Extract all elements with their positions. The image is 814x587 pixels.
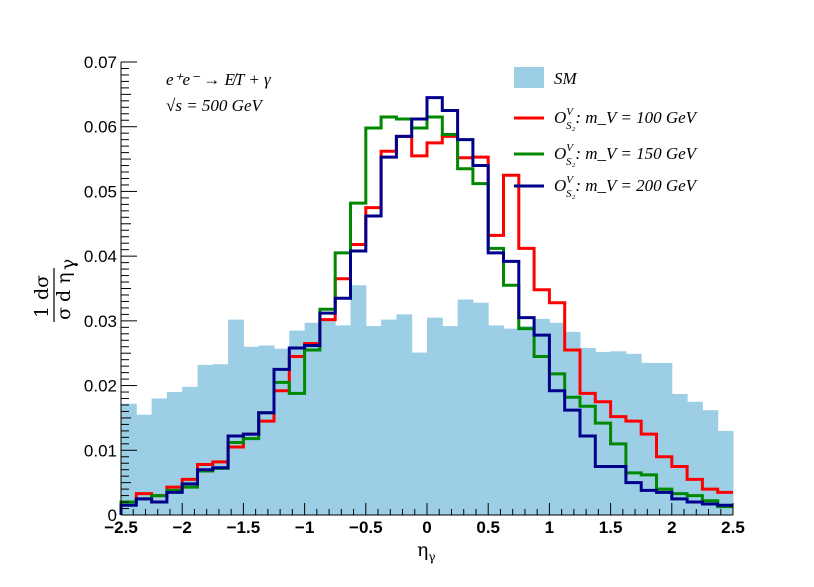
sm-bin-23 (472, 302, 489, 515)
sm-bin-3 (166, 392, 183, 515)
sm-bin-24 (488, 325, 504, 515)
y-title-denominator2: d η (53, 272, 75, 302)
sm-bin-28 (549, 322, 566, 515)
sm-bin-13 (319, 318, 336, 515)
sm-bin-6 (212, 364, 229, 515)
y-tick-label: 0.02 (84, 377, 117, 396)
x-tick-label: 0.5 (476, 518, 500, 537)
signal-line-1 (119, 134, 733, 515)
process-annotation: e⁺e⁻ → E̸T + γ (166, 70, 272, 89)
sm-bin-26 (518, 326, 535, 515)
sm-histogram (121, 285, 734, 515)
sm-bin-15 (350, 285, 367, 515)
sm-bin-21 (442, 326, 459, 515)
y-tick-label: 0.04 (84, 247, 117, 266)
x-tick-label: 2.5 (721, 518, 745, 537)
y-title-sub: γ (57, 259, 79, 270)
sm-bin-36 (671, 393, 688, 515)
sm-bin-10 (274, 348, 290, 515)
sm-bin-1 (136, 414, 153, 515)
sm-bin-29 (564, 331, 581, 515)
energy-annotation: √s = 500 GeV (166, 96, 264, 115)
legend-label-sm: SM (554, 69, 578, 88)
sm-bin-5 (197, 364, 214, 515)
sm-bin-35 (656, 362, 673, 515)
tick-labels: −2.5 −2 −1.5 −1 −0.5 0 0.5 1 1.5 2 2.5 0 0.01 0.02 0.0… (84, 53, 745, 537)
sm-bin-31 (595, 351, 612, 515)
sm-bin-33 (625, 353, 642, 515)
legend: SM OV S₂: m_V = 100 GeV OV S₂: m_V = 150 G… (514, 67, 699, 200)
x-tick-label: −2 (173, 518, 192, 537)
sm-bin-17 (381, 319, 397, 515)
sm-bin-11 (289, 330, 306, 515)
sm-bin-14 (335, 325, 351, 515)
y-title-numerator: 1 (31, 306, 53, 318)
sm-bin-9 (258, 345, 275, 515)
sm-bin-7 (228, 319, 244, 515)
sm-bin-34 (641, 362, 657, 515)
sm-bin-30 (580, 348, 596, 515)
axes (120, 61, 734, 516)
x-tick-label: −1.5 (227, 518, 261, 537)
y-tick-label: 0.01 (84, 441, 117, 460)
sm-bin-19 (411, 352, 428, 515)
x-tick-label: −1 (295, 518, 314, 537)
sm-bin-16 (365, 326, 382, 515)
legend-label-100: OV S₂: m_V = 100 GeV (554, 106, 699, 132)
y-tick-label: 0.06 (84, 118, 117, 137)
sm-bin-39 (717, 430, 734, 515)
x-axis-title: ηγ (417, 539, 436, 564)
sm-bin-27 (534, 318, 550, 515)
y-title-numerator2: dσ (31, 275, 53, 300)
sm-bin-32 (610, 351, 627, 515)
x-tick-label: 1 (545, 518, 554, 537)
x-tick-label: −0.5 (349, 518, 383, 537)
sm-bin-8 (243, 346, 260, 515)
legend-label-150: OV S₂: m_V = 150 GeV (554, 142, 699, 168)
x-tick-label: 2 (667, 518, 676, 537)
sm-bin-0 (121, 403, 137, 515)
sm-bin-22 (457, 299, 474, 515)
sm-bin-37 (687, 401, 703, 515)
sm-bin-18 (396, 314, 413, 515)
signal-line-3 (119, 96, 733, 515)
x-tick-label: 1.5 (599, 518, 623, 537)
y-tick-label: 0.07 (84, 53, 117, 72)
y-tick-label: 0 (108, 506, 117, 525)
sm-bin-4 (182, 386, 198, 515)
y-tick-label: 0.03 (84, 312, 117, 331)
sm-bin-20 (427, 317, 443, 515)
sm-bin-25 (503, 328, 520, 515)
x-tick-label: −2.5 (104, 518, 138, 537)
y-title-denominator: σ (53, 307, 75, 320)
y-tick-label: 0.05 (84, 182, 117, 201)
sm-bin-12 (304, 322, 321, 515)
y-axis-title: 1 dσ σ d η γ (31, 259, 79, 322)
legend-swatch-sm (514, 67, 544, 88)
sm-bin-2 (151, 398, 168, 515)
x-tick-label: 0 (422, 518, 431, 537)
legend-label-200: OV S₂: m_V = 200 GeV (554, 174, 699, 200)
signal-lines (119, 96, 733, 515)
